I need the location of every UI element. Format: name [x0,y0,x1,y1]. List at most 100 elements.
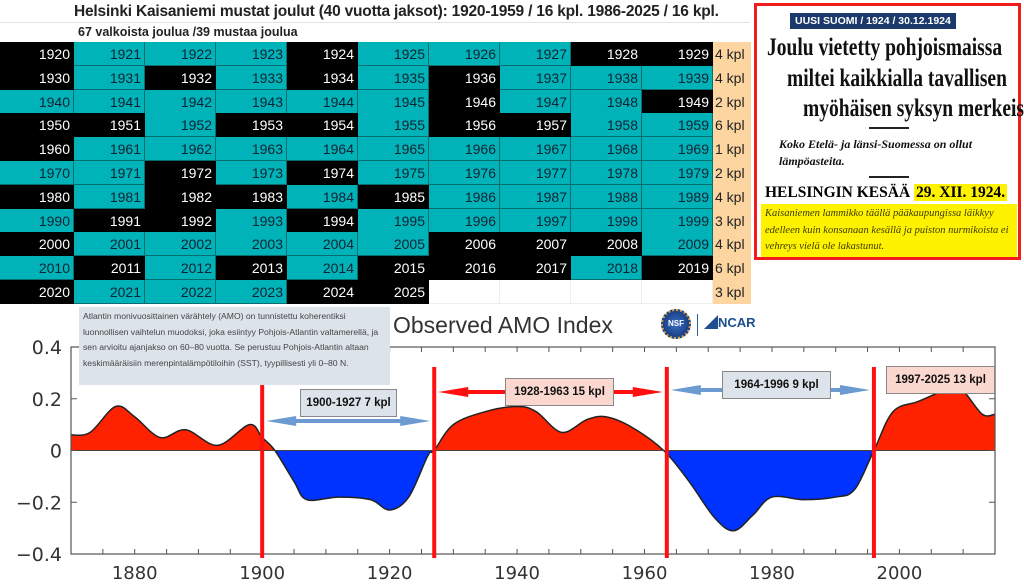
white-christmas-cell: 1963 [216,137,287,162]
white-christmas-cell: 1926 [429,42,500,66]
black-christmas-cell: 1934 [287,65,358,90]
white-christmas-cell: 1981 [74,184,145,209]
grid-row: 1990 1991 1992 1993 1994 1995 1996 1997 1998 1999 [0,208,713,233]
white-christmas-cell: 1970 [0,161,74,185]
divider [869,176,909,178]
black-christmas-cell: 1954 [287,113,358,138]
y-tick-label: 0.2 [32,389,62,411]
white-christmas-cell: 1998 [571,208,642,233]
black-christmas-cell: 2017 [500,256,571,281]
grid-row: 2020 2021 2022 2023 2024 2025 [0,280,713,304]
newspaper-body: Kaisaniemen lammikko täällä pääkaupungis… [761,204,1017,257]
decade-count: 3 kpl [713,208,751,233]
black-christmas-cell: 2007 [500,232,571,257]
grid-row: 1920 1921 1922 1923 1924 1925 1926 1927 1928 1929 [0,42,713,66]
grid-row: 1950 1951 1952 1953 1954 1955 1956 1957 1958 1959 [0,113,713,138]
white-christmas-cell: 1933 [216,65,287,90]
black-christmas-cell: 1957 [500,113,571,138]
white-christmas-cell: 2002 [145,232,216,257]
black-christmas-cell: 1974 [287,161,358,185]
white-christmas-cell: 1966 [429,137,500,162]
white-christmas-cell: 1978 [571,161,642,185]
decade-count: 4 kpl [713,184,751,209]
white-christmas-cell: 1988 [571,184,642,209]
black-christmas-cell: 1950 [0,113,74,138]
white-christmas-cell: 1959 [642,113,713,138]
black-christmas-cell: 1924 [287,42,358,66]
white-christmas-cell: 2014 [287,256,358,281]
black-christmas-cell: 1951 [74,113,145,138]
white-christmas-cell: 1989 [642,184,713,209]
white-christmas-cell: 1944 [287,89,358,114]
white-christmas-cell: 1921 [74,42,145,66]
black-christmas-cell: 1946 [429,89,500,114]
white-christmas-cell: 1958 [571,113,642,138]
grid-row: 2000 2001 2002 2003 2004 2005 2006 2007 2008 2009 [0,232,713,257]
amo-description: Atlantin monivuosittainen värähtely (AMO… [79,307,390,385]
x-tick-label: 1900 [239,563,285,584]
black-christmas-cell: 2016 [429,256,500,281]
black-christmas-cell: 1920 [0,42,74,66]
white-christmas-cell: 1923 [216,42,287,66]
chart-title: Observed AMO Index [393,312,613,338]
white-christmas-cell: 1968 [571,137,642,162]
white-christmas-cell: 2001 [74,232,145,257]
white-christmas-cell: 2010 [0,256,74,281]
ncar-mark-icon [704,315,718,329]
x-tick-label: 2000 [877,563,923,584]
black-christmas-cell: 1930 [0,65,74,90]
black-christmas-cell: 2013 [216,256,287,281]
white-christmas-cell: 1952 [145,113,216,138]
period-label: 1900-1927 7 kpl [300,389,397,417]
black-christmas-cell: 1949 [642,89,713,114]
positive-area [71,387,995,451]
black-christmas-cell: 1982 [145,184,216,209]
black-christmas-cell: 1960 [0,137,74,162]
black-christmas-cell: 2015 [358,256,429,281]
black-christmas-cell: 1994 [287,208,358,233]
period-arrow [266,416,431,426]
white-christmas-cell: 1947 [500,89,571,114]
black-christmas-cell: 2011 [74,256,145,281]
white-christmas-cell: 1940 [0,89,74,114]
white-christmas-cell: 1961 [74,137,145,162]
white-christmas-cell: 2003 [216,232,287,257]
y-tick-label: −0.4 [16,544,62,566]
grid-row: 1980 1981 1982 1983 1984 1985 1986 1987 1988 1989 [0,184,713,209]
black-christmas-cell: 1991 [74,208,145,233]
black-christmas-cell: 2025 [358,280,429,304]
white-christmas-cell: 1995 [358,208,429,233]
white-christmas-cell: 1964 [287,137,358,162]
ncar-logo-text: NCAR [718,315,756,330]
y-tick-label: 0.4 [32,337,62,359]
black-christmas-cell: 2000 [0,232,74,257]
white-christmas-cell: 1987 [500,184,571,209]
decade-count: 2 kpl [713,89,751,114]
black-christmas-cell: 1929 [642,42,713,66]
newspaper-source: UUSI SUOMI / 1924 / 30.12.1924 [790,13,956,29]
white-christmas-cell: 1967 [500,137,571,162]
white-christmas-cell: 2021 [74,280,145,304]
black-christmas-cell: 2006 [429,232,500,257]
decade-count: 3 kpl [713,280,751,304]
white-christmas-cell: 1984 [287,184,358,209]
table-subtitle: 67 valkoista joulua /39 mustaa joulua [78,25,298,39]
white-christmas-cell: 1925 [358,42,429,66]
white-christmas-cell: 1986 [429,184,500,209]
black-christmas-cell: 1956 [429,113,500,138]
white-christmas-cell: 1975 [358,161,429,185]
white-christmas-cell: 1945 [358,89,429,114]
white-christmas-cell: 1990 [0,208,74,233]
white-christmas-cell: 2009 [642,232,713,257]
white-christmas-cell: 2018 [571,256,642,281]
decade-count: 4 kpl [713,232,751,257]
white-christmas-cell: 1993 [216,208,287,233]
white-christmas-cell: 1931 [74,65,145,90]
y-tick-label: −0.2 [16,492,62,514]
white-christmas-cell: 1943 [216,89,287,114]
white-christmas-cell: 2004 [287,232,358,257]
headline-line: Joulu vietetty pohjoismaissa [767,34,1003,61]
headline-line: myöhäisen syksyn merkeissä. [803,95,1024,122]
white-christmas-cell: 1939 [642,65,713,90]
